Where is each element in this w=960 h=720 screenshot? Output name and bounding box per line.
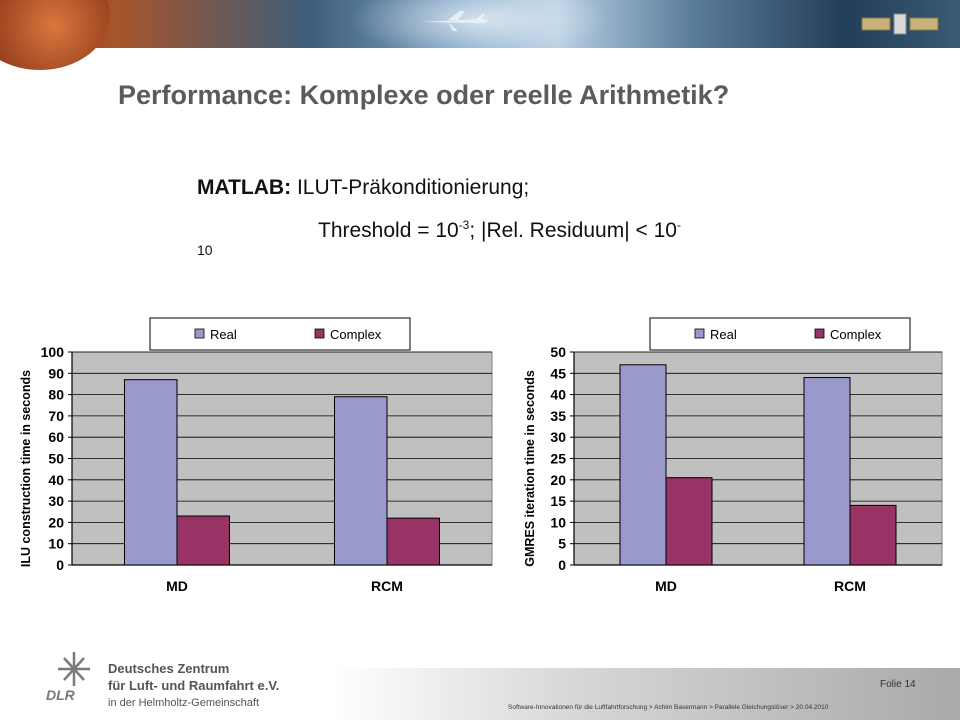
legend-label-real: Real [210,327,237,342]
y-tick-label: 90 [48,365,64,381]
legend-label-complex: Complex [830,327,882,342]
bar-complex-rcm [849,504,897,566]
bar-complex-md [176,515,230,566]
y-tick-label: 60 [48,429,64,445]
chart-legend [649,317,911,351]
legend-label-complex: Complex [330,327,382,342]
y-tick-label: 100 [41,344,65,360]
bar-real-rcm [334,396,388,566]
y-axis-label: ILU construction time in seconds [19,370,33,567]
page-title: Performance: Komplexe oder reelle Arithm… [118,80,730,110]
matlab-label: MATLAB: [197,176,292,199]
y-tick-label: 35 [550,408,566,424]
subtitle-line-2: Threshold = 10-3; |Rel. Residuum| < 10- [318,218,681,243]
residuum-exponent-sign: - [676,218,681,232]
y-tick-label: 40 [48,472,64,488]
y-tick-label: 30 [48,493,64,509]
y-tick-label: 0 [56,557,64,573]
org-name-line-1: Deutsches Zentrum [108,661,230,676]
legend-swatch-real [194,328,205,339]
footer: DLR Deutsches Zentrum für Luft- und Raum… [0,640,960,720]
y-tick-label: 10 [48,536,64,552]
dlr-logo-text: DLR [46,687,76,702]
subtitle-line-1: MATLAB: ILUT-Präkonditionierung; [197,176,529,200]
chart-gmres-svg: Real Complex 0 5 10 15 20 25 30 35 40 45 50 MD RCM GMRE… [523,317,943,594]
y-tick-label: 50 [550,344,566,360]
ilut-text: ILUT-Präkonditionierung; [296,176,530,199]
residuum-text: ; |Rel. Residuum| < 10 [469,219,677,242]
y-tick-label: 20 [550,472,566,488]
y-tick-label: 45 [550,365,566,381]
planet-image [0,0,110,70]
legend-swatch-complex [814,328,825,339]
dlr-logo-icon: DLR [46,652,90,702]
y-tick-label: 25 [550,451,566,467]
y-tick-label: 80 [48,387,64,403]
y-tick-label: 10 [550,514,566,530]
satellite-icon [861,13,939,35]
y-tick-label: 30 [550,429,566,445]
chart-gmres-iteration: Real Complex 0 5 10 15 20 25 30 35 40 45 50 MD RCM GMRE… [516,312,946,596]
footnote: Software-Innovationen für die Luftfahrtf… [508,704,829,711]
y-tick-label: 50 [48,451,64,467]
y-tick-label: 15 [550,493,566,509]
bar-complex-md [665,477,713,566]
threshold-text: Threshold = 10 [318,219,459,242]
x-tick-label: MD [166,578,188,594]
y-tick-label: 70 [48,408,64,424]
airplane-icon [422,11,488,31]
residuum-exponent-value: 10 [197,242,213,258]
x-tick-label: RCM [834,578,866,594]
org-name-line-3: in der Helmholtz-Gemeinschaft [108,697,260,709]
y-tick-label: 20 [48,514,64,530]
y-tick-label: 40 [550,387,566,403]
legend-label-real: Real [710,327,737,342]
y-axis-label: GMRES iteration time in seconds [523,370,537,567]
x-tick-label: RCM [371,578,403,594]
chart-legend [149,317,411,351]
y-tick-label: 0 [558,557,566,573]
chart-ilu-svg: Real Complex 0 10 20 30 40 50 60 70 80 90 100 MD RCM IL… [19,317,493,594]
legend-swatch-complex [314,328,325,339]
threshold-exponent: -3 [458,218,470,232]
slide-number: Folie 14 [880,679,916,690]
x-tick-label: MD [655,578,677,594]
chart-ilu-construction: Real Complex 0 10 20 30 40 50 60 70 80 90 100 MD RCM IL… [10,312,496,596]
y-tick-label: 5 [558,536,566,552]
legend-swatch-real [694,328,705,339]
header-banner [0,0,960,70]
org-name-line-2: für Luft- und Raumfahrt e.V. [108,678,280,693]
bar-real-rcm [803,377,851,566]
footer-gradient [330,668,960,720]
bar-real-md [124,379,178,566]
bar-complex-rcm [386,517,440,566]
bar-real-md [619,364,667,566]
